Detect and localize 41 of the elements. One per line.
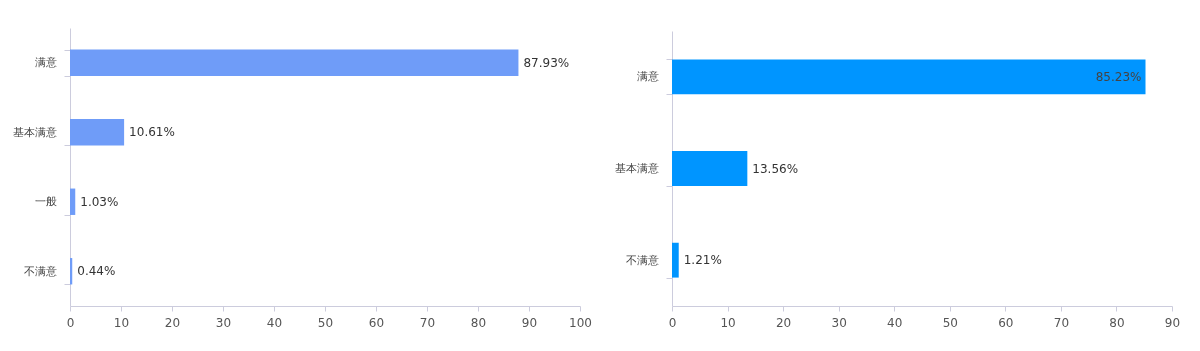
x-tick-label: 70 <box>1053 315 1070 330</box>
x-tick-label: 70 <box>419 315 436 330</box>
y-tick-label: 基本满意 <box>12 125 57 139</box>
x-tick-label: 10 <box>113 315 130 330</box>
bar <box>70 119 125 146</box>
x-tick-label: 30 <box>831 315 847 330</box>
bar <box>672 59 1146 95</box>
x-tick-label: 50 <box>942 315 958 330</box>
bar <box>70 49 519 76</box>
x-tick-label: 0 <box>66 315 75 330</box>
x-tick-label: 30 <box>215 315 232 330</box>
bar <box>672 151 748 186</box>
x-tick-label: 50 <box>317 315 334 330</box>
y-tick-label: 基本满意 <box>614 162 659 175</box>
bar <box>672 242 679 278</box>
data-label: 13.56% <box>752 161 799 176</box>
x-tick-label: 20 <box>775 315 792 330</box>
y-tick-label: 一般 <box>34 195 57 209</box>
x-tick-label: 80 <box>470 315 487 330</box>
x-tick-label: 80 <box>1109 315 1125 330</box>
x-tick-label: 0 <box>668 315 677 330</box>
y-tick-label: 满意 <box>34 56 57 70</box>
data-label: 1.21% <box>683 253 722 268</box>
x-tick-label: 40 <box>887 315 903 330</box>
y-tick-label: 不满意 <box>625 253 659 267</box>
data-label: 0.44% <box>77 264 116 279</box>
bar <box>70 188 76 215</box>
y-tick-label: 不满意 <box>23 264 57 278</box>
data-label: 1.03% <box>80 194 119 209</box>
y-tick-label: 满意 <box>636 70 659 84</box>
x-tick-label: 40 <box>266 315 283 330</box>
x-tick-label: 60 <box>368 315 385 330</box>
data-label: 10.61% <box>129 125 175 140</box>
data-label: 85.23% <box>1095 69 1142 84</box>
x-tick-label: 90 <box>1164 315 1181 330</box>
x-tick-label: 10 <box>720 315 736 330</box>
x-tick-label: 60 <box>998 315 1014 330</box>
x-tick-label: 100 <box>569 315 592 330</box>
x-tick-label: 90 <box>521 315 538 330</box>
x-tick-label: 20 <box>164 315 181 330</box>
data-label: 87.93% <box>523 55 570 70</box>
